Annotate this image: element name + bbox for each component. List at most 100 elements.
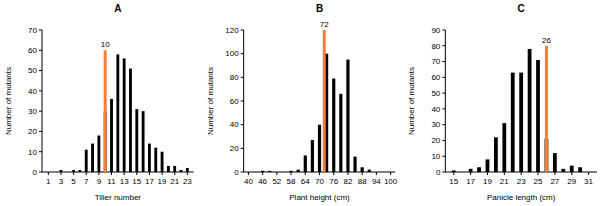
bar <box>494 137 498 172</box>
x-tick-label: 19 <box>483 177 492 186</box>
y-tick-label: 90 <box>431 26 440 35</box>
x-axis-title: Plant height (cm) <box>289 193 350 202</box>
bar <box>116 54 119 172</box>
bar <box>161 152 164 172</box>
y-tick <box>39 111 42 112</box>
x-tick-label: 25 <box>534 177 543 186</box>
panel: CNumber of mutantsPanicle length (cm)010… <box>407 3 597 202</box>
bar <box>142 111 145 172</box>
bar <box>261 171 264 172</box>
x-tick <box>60 172 61 175</box>
bar <box>167 166 170 172</box>
plot-area <box>261 30 371 172</box>
bar <box>148 144 151 172</box>
x-tick <box>333 172 334 175</box>
y-tick <box>39 30 42 31</box>
x-axis-title: Tiller number <box>95 193 142 202</box>
bar <box>339 94 342 172</box>
x-tick-label: 76 <box>329 177 338 186</box>
y-tick <box>241 30 244 31</box>
y-tick <box>442 93 445 94</box>
y-tick <box>241 148 244 149</box>
y-tick-label: 70 <box>28 26 37 35</box>
bar <box>129 69 132 172</box>
marker-line <box>545 46 548 172</box>
x-tick <box>48 172 49 175</box>
x-tick-label: 17 <box>145 177 154 186</box>
bar <box>186 168 189 172</box>
panel-title: B <box>316 3 323 14</box>
x-tick-label: 29 <box>567 177 576 186</box>
x-tick-label: 3 <box>59 177 64 186</box>
x-tick-label: 15 <box>132 177 141 186</box>
x-tick-label: 9 <box>97 177 102 186</box>
y-tick <box>39 151 42 152</box>
bar <box>123 58 126 172</box>
bar <box>519 73 523 172</box>
bar <box>477 167 481 172</box>
bar <box>173 166 176 172</box>
y-tick <box>442 140 445 141</box>
bar <box>297 170 300 172</box>
bar <box>353 157 356 172</box>
y-tick <box>442 77 445 78</box>
y-tick <box>39 70 42 71</box>
marker-line <box>323 30 326 172</box>
bar <box>502 123 506 172</box>
y-tick <box>442 61 445 62</box>
panel: BNumber of mutantsPlant height (cm)02040… <box>206 3 398 202</box>
bar <box>85 150 88 172</box>
x-tick <box>136 172 137 175</box>
x-tick-label: 23 <box>517 177 526 186</box>
bar <box>332 79 335 172</box>
x-tick <box>538 172 539 175</box>
y-tick <box>39 90 42 91</box>
y-tick-label: 20 <box>28 127 37 136</box>
x-tick-label: 27 <box>550 177 559 186</box>
x-tick-label: 100 <box>384 177 398 186</box>
x-tick-label: 52 <box>272 177 281 186</box>
y-tick-label: 50 <box>28 66 37 75</box>
panel: ANumber of mutantsTiller number010203040… <box>4 3 194 202</box>
marker-line <box>104 50 107 172</box>
bar <box>91 144 94 172</box>
y-tick-label: 60 <box>230 97 239 106</box>
x-tick-label: 40 <box>244 177 253 186</box>
y-axis-line <box>445 30 446 172</box>
x-tick <box>571 172 572 175</box>
panel-title: A <box>114 3 121 14</box>
y-tick <box>442 172 445 173</box>
x-tick <box>111 172 112 175</box>
x-tick <box>248 172 249 175</box>
bar <box>528 49 532 172</box>
x-tick <box>149 172 150 175</box>
bar <box>368 170 371 172</box>
bar <box>511 73 515 172</box>
x-tick <box>390 172 391 175</box>
plot-area <box>452 46 582 172</box>
y-axis-title: Number of mutants <box>4 67 13 135</box>
x-tick <box>98 172 99 175</box>
x-tick-label: 7 <box>84 177 89 186</box>
x-tick-label: 31 <box>584 177 593 186</box>
bar <box>570 166 574 172</box>
y-tick-label: 40 <box>28 87 37 96</box>
y-tick <box>442 124 445 125</box>
x-tick-label: 82 <box>343 177 352 186</box>
x-tick <box>276 172 277 175</box>
x-tick-label: 23 <box>183 177 192 186</box>
x-tick-label: 94 <box>372 177 381 186</box>
x-tick <box>453 172 454 175</box>
y-tick-label: 100 <box>225 49 239 58</box>
x-tick-label: 88 <box>358 177 367 186</box>
x-tick-label: 1 <box>46 177 51 186</box>
x-tick <box>470 172 471 175</box>
y-tick <box>39 131 42 132</box>
y-tick-label: 20 <box>230 144 239 153</box>
y-tick <box>442 45 445 46</box>
x-tick-label: 21 <box>500 177 509 186</box>
y-tick <box>39 172 42 173</box>
figure: ANumber of mutantsTiller number010203040… <box>0 0 605 206</box>
y-tick <box>442 156 445 157</box>
y-tick-label: 120 <box>225 26 239 35</box>
